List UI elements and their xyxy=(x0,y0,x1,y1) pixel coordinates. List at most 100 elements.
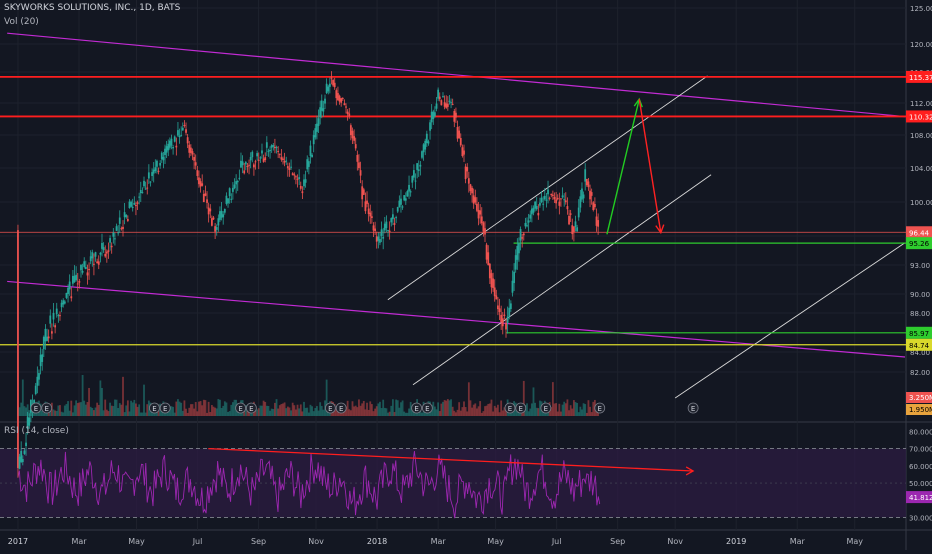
volume-bar xyxy=(314,407,317,416)
volume-bar xyxy=(133,399,136,416)
candle-body xyxy=(114,238,116,240)
earnings-marker-label: E xyxy=(238,405,242,413)
rsi-tick-label: 70.0000 xyxy=(909,446,932,454)
earnings-marker xyxy=(159,402,171,414)
candle-body xyxy=(316,123,318,132)
price-level-tag xyxy=(906,326,932,339)
candle-body xyxy=(298,177,301,179)
candle-body xyxy=(343,103,346,106)
volume-bar xyxy=(396,400,399,416)
candle-body xyxy=(450,102,452,104)
volume-bar xyxy=(458,402,461,416)
volume-bar xyxy=(551,382,554,416)
volume-bar xyxy=(194,402,197,416)
candle-body xyxy=(581,188,583,200)
volume-bar xyxy=(80,402,82,416)
candle-body xyxy=(555,199,558,204)
volume-bar xyxy=(97,404,100,416)
candle-body xyxy=(464,166,467,180)
earnings-marker xyxy=(687,402,699,414)
candle-body xyxy=(220,210,223,218)
volume-bar xyxy=(306,407,309,416)
candle-body xyxy=(235,181,238,185)
candle-body xyxy=(210,218,213,226)
candle-body xyxy=(412,170,415,178)
volume-bar xyxy=(135,403,137,416)
candle-body xyxy=(320,100,323,111)
candle-body xyxy=(577,207,580,218)
volume-bar xyxy=(54,410,57,416)
price-tick-label: 88.00 xyxy=(910,310,930,318)
price-tick-label: 112.00 xyxy=(910,100,932,108)
volume-bar xyxy=(563,401,566,416)
candle-body xyxy=(143,180,145,187)
candle-body xyxy=(72,275,74,284)
volume-bar xyxy=(286,406,289,416)
candle-body xyxy=(453,110,456,122)
volume-bar xyxy=(164,412,166,416)
time-tick-label: Mar xyxy=(431,537,447,546)
volume-bar xyxy=(41,410,44,416)
volume-bar xyxy=(455,412,457,416)
earnings-marker-label: E xyxy=(508,405,512,413)
candle-body xyxy=(437,89,440,99)
volume-bar xyxy=(561,404,564,416)
volume-bar xyxy=(388,411,391,416)
candle-body xyxy=(553,196,556,200)
volume-bar xyxy=(156,410,158,416)
volume-bar xyxy=(73,405,76,416)
candle-body xyxy=(306,159,309,170)
volume-bar xyxy=(219,399,221,416)
candle-body xyxy=(317,118,320,127)
candle-body xyxy=(472,195,475,204)
candle-body xyxy=(529,214,532,219)
volume-bar xyxy=(484,406,486,416)
candle-body xyxy=(186,137,189,144)
candle-body xyxy=(227,198,229,204)
earnings-marker-label: E xyxy=(163,405,167,413)
volume-bar xyxy=(102,410,105,416)
candle-body xyxy=(274,146,276,149)
volume-bar xyxy=(445,400,448,416)
candle-body xyxy=(480,216,483,224)
candle-body xyxy=(107,250,110,252)
candle-body xyxy=(340,98,343,103)
candle-body xyxy=(97,261,100,265)
volume-bar xyxy=(581,409,583,416)
candle-body xyxy=(443,102,446,107)
volume-bar xyxy=(25,407,27,416)
candle-body xyxy=(280,157,283,160)
volume-bar xyxy=(290,410,292,416)
volume-bar xyxy=(28,410,31,416)
volume-bar xyxy=(522,380,525,416)
volume-bar xyxy=(400,402,402,416)
volume-bar xyxy=(296,404,299,416)
candle-body xyxy=(526,225,528,227)
volume-value-label: 3.250M xyxy=(909,394,932,402)
volume-bar xyxy=(104,399,107,416)
price-level-tag xyxy=(906,110,932,123)
candle-body xyxy=(188,144,191,153)
volume-bar xyxy=(68,410,71,416)
candle-body xyxy=(20,450,23,462)
price-tick-label: 108.00 xyxy=(910,132,932,140)
price-level-tag xyxy=(906,237,932,250)
earnings-marker xyxy=(245,402,257,414)
volume-bar xyxy=(99,380,102,416)
volume-bar xyxy=(435,409,438,416)
volume-bar xyxy=(534,402,536,416)
rsi-tick-label: 60.0000 xyxy=(909,463,932,471)
volume-bar xyxy=(138,404,141,416)
candle-body xyxy=(576,227,579,232)
candle-body xyxy=(138,196,141,198)
time-tick-label: Jul xyxy=(192,537,203,546)
volume-bar xyxy=(186,412,189,416)
volume-bar xyxy=(83,400,86,416)
candle-body xyxy=(209,208,212,212)
candle-body xyxy=(133,202,136,205)
volume-bar xyxy=(277,408,280,416)
earnings-marker xyxy=(515,402,527,414)
candle-body xyxy=(196,170,199,176)
candle-body xyxy=(592,202,595,211)
volume-tag xyxy=(906,404,932,415)
